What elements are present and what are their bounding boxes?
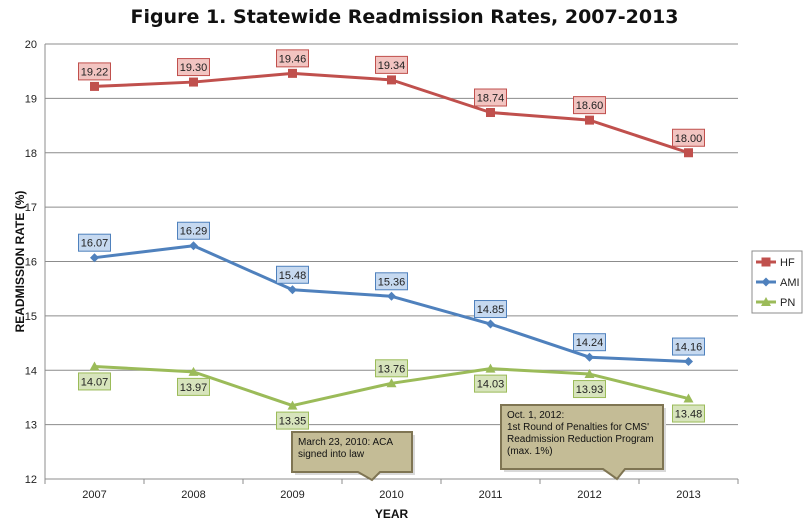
annotation-text-line: 1st Round of Penalties for CMS' <box>507 422 649 433</box>
data-label-box-pn <box>375 359 408 378</box>
data-label-hf: 19.22 <box>81 66 109 78</box>
y-tick-label: 16 <box>25 257 37 269</box>
x-axis-title: YEAR <box>375 507 409 521</box>
annotation-box <box>500 404 664 481</box>
y-tick-label: 20 <box>25 39 37 51</box>
y-tick-label: 15 <box>25 311 37 323</box>
data-label-box-pn <box>78 372 111 391</box>
data-point-ami <box>90 253 99 263</box>
data-label-pn: 14.03 <box>477 379 505 391</box>
data-point-pn <box>188 366 199 376</box>
y-tick-label: 19 <box>25 93 37 105</box>
legend-label-hf: HF <box>780 257 795 269</box>
x-tick-label: 2009 <box>280 489 304 501</box>
annotation-text-line: signed into law <box>298 449 365 460</box>
data-point-ami <box>585 352 594 362</box>
annotation-text-line: Oct. 1, 2012: <box>507 410 564 421</box>
data-label-box-ami <box>672 337 705 356</box>
x-tick-label: 2013 <box>676 489 700 501</box>
legend-marker-hf <box>761 257 771 267</box>
y-tick-label: 18 <box>25 148 37 160</box>
data-label-ami: 14.85 <box>477 304 505 316</box>
data-label-ami: 14.16 <box>675 342 703 354</box>
data-point-pn <box>287 400 298 410</box>
data-label-hf: 18.74 <box>477 93 505 105</box>
annotation-box <box>291 431 413 482</box>
data-point-pn <box>89 361 100 371</box>
data-label-box-hf <box>474 88 507 107</box>
data-label-hf: 19.30 <box>180 62 208 74</box>
data-label-box-pn <box>672 404 705 423</box>
data-label-ami: 15.48 <box>279 270 307 282</box>
data-label-box-ami <box>276 265 309 284</box>
y-tick-label: 12 <box>25 474 37 486</box>
data-point-hf <box>585 115 594 125</box>
data-label-ami: 15.36 <box>378 276 406 288</box>
chart-title: Figure 1. Statewide Readmission Rates, 2… <box>130 6 679 28</box>
data-point-pn <box>584 369 595 379</box>
x-tick-label: 2011 <box>479 489 503 501</box>
data-point-hf <box>288 68 297 78</box>
data-label-box-pn <box>276 411 309 430</box>
data-label-pn: 13.97 <box>180 382 208 394</box>
y-tick-label: 13 <box>25 420 37 432</box>
x-tick-label: 2012 <box>577 489 601 501</box>
data-point-pn <box>683 393 694 403</box>
data-point-hf <box>387 75 396 85</box>
data-label-box-ami <box>573 333 606 352</box>
data-label-pn: 14.07 <box>81 376 109 388</box>
data-label-pn: 13.93 <box>576 384 604 396</box>
data-label-box-hf <box>672 128 705 147</box>
data-point-ami <box>189 241 198 251</box>
data-label-hf: 19.34 <box>378 60 406 72</box>
annotation-text-line: Readmission Reduction Program <box>507 434 654 445</box>
x-tick-label: 2010 <box>379 489 403 501</box>
data-label-box-hf <box>78 62 111 81</box>
annotation-text-line: (max. 1%) <box>507 446 553 457</box>
data-label-hf: 18.60 <box>576 100 604 112</box>
data-label-box-hf <box>276 49 309 68</box>
data-label-box-pn <box>177 377 210 396</box>
data-point-ami <box>288 285 297 295</box>
data-point-hf <box>189 77 198 87</box>
data-label-box-ami <box>474 300 507 319</box>
data-point-hf <box>486 108 495 118</box>
data-label-hf: 18.00 <box>675 133 703 145</box>
data-label-pn: 13.48 <box>675 409 703 421</box>
data-label-box-ami <box>78 233 111 252</box>
annotation-text-line: March 23, 2010: ACA <box>298 437 393 448</box>
data-label-box-hf <box>375 55 408 74</box>
legend-marker-ami <box>761 277 771 287</box>
data-label-box-ami <box>375 272 408 291</box>
data-point-ami <box>684 357 693 367</box>
legend-marker-pn <box>761 297 771 306</box>
data-point-hf <box>684 148 693 158</box>
legend-label-pn: PN <box>780 297 795 309</box>
data-label-ami: 16.07 <box>81 238 109 250</box>
data-label-box-pn <box>573 380 606 399</box>
data-point-ami <box>387 291 396 301</box>
y-tick-label: 17 <box>25 202 37 214</box>
data-label-box-ami <box>177 221 210 240</box>
data-label-ami: 16.29 <box>180 226 208 238</box>
y-tick-label: 14 <box>25 365 37 377</box>
data-point-hf <box>90 81 99 91</box>
data-label-box-hf <box>177 58 210 77</box>
data-label-pn: 13.76 <box>378 363 406 375</box>
data-point-ami <box>486 319 495 329</box>
data-label-ami: 14.24 <box>576 337 604 349</box>
data-label-box-pn <box>474 374 507 393</box>
x-tick-label: 2008 <box>181 489 205 501</box>
y-axis-title: READMISSION RATE (%) <box>13 191 27 333</box>
data-label-hf: 19.46 <box>279 53 307 65</box>
data-point-pn <box>386 378 397 388</box>
data-label-box-hf <box>573 96 606 115</box>
legend-label-ami: AMI <box>780 277 800 289</box>
data-label-pn: 13.35 <box>279 416 307 428</box>
data-point-pn <box>485 363 496 373</box>
x-tick-label: 2007 <box>82 489 106 501</box>
annotation-callout: Oct. 1, 2012:1st Round of Penalties for … <box>500 404 666 481</box>
